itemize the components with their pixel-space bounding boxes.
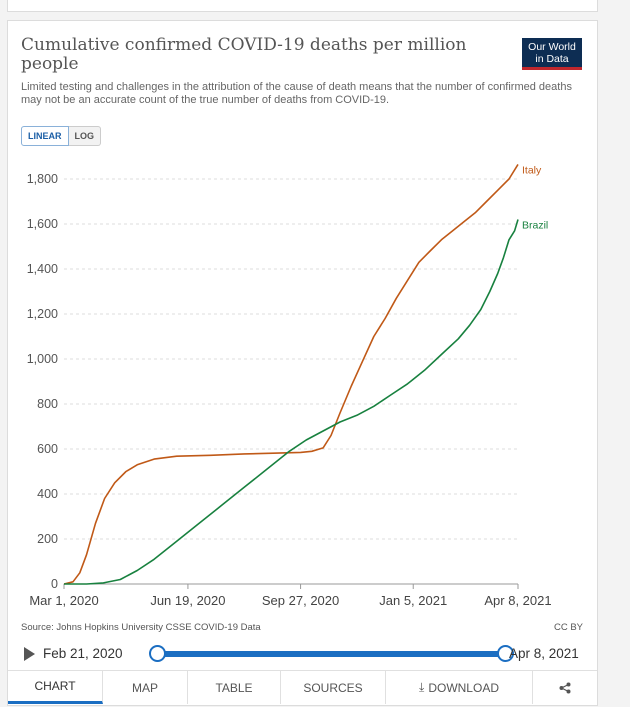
tab-map[interactable]: MAP bbox=[103, 671, 188, 704]
y-tick-label: 1,800 bbox=[27, 172, 58, 186]
download-label: DOWNLOAD bbox=[428, 680, 499, 695]
log-scale-button[interactable]: LOG bbox=[68, 126, 101, 146]
timeline-start-handle[interactable] bbox=[149, 645, 166, 662]
tab-bar: CHART MAP TABLE SOURCES ⤓ DOWNLOAD bbox=[8, 670, 597, 704]
share-button[interactable] bbox=[533, 671, 597, 704]
play-icon[interactable] bbox=[24, 647, 35, 661]
tab-table[interactable]: TABLE bbox=[188, 671, 281, 704]
series-label-brazil: Brazil bbox=[522, 220, 548, 232]
series-line-brazil bbox=[64, 219, 519, 585]
y-tick-label: 1,000 bbox=[27, 352, 58, 366]
timeline-track[interactable] bbox=[156, 651, 504, 657]
series-line-italy bbox=[63, 163, 519, 585]
download-icon: ⤓ bbox=[419, 680, 425, 694]
y-tick-label: 600 bbox=[37, 442, 58, 456]
timeline-end-label: Apr 8, 2021 bbox=[509, 646, 579, 661]
source-note[interactable]: Source: Johns Hopkins University CSSE CO… bbox=[21, 622, 261, 633]
share-icon bbox=[559, 682, 571, 693]
chart-subtitle: Limited testing and challenges in the at… bbox=[21, 81, 572, 106]
chart-card: Cumulative confirmed COVID-19 deaths per… bbox=[7, 20, 598, 706]
scale-toggle: LINEAR LOG bbox=[21, 126, 101, 146]
y-tick-label: 1,400 bbox=[27, 262, 58, 276]
x-tick-label: Sep 27, 2020 bbox=[262, 593, 339, 608]
tab-chart[interactable]: CHART bbox=[8, 671, 103, 704]
previous-card bbox=[7, 0, 598, 12]
series-label-italy: Italy bbox=[522, 164, 542, 176]
owid-logo[interactable]: Our World in Data bbox=[522, 38, 582, 70]
y-tick-label: 400 bbox=[37, 487, 58, 501]
y-tick-label: 0 bbox=[51, 577, 58, 591]
tab-download[interactable]: ⤓ DOWNLOAD bbox=[386, 671, 533, 704]
x-tick-label: Jan 5, 2021 bbox=[379, 593, 447, 608]
tab-sources[interactable]: SOURCES bbox=[281, 671, 386, 704]
timeline-start-label: Feb 21, 2020 bbox=[43, 646, 123, 661]
linear-scale-button[interactable]: LINEAR bbox=[21, 126, 69, 146]
timeline: Feb 21, 2020 Apr 8, 2021 bbox=[21, 642, 586, 666]
line-chart: 0 200 400 600 800 1,000 1,200 1,400 1,600 1,800 Ma… bbox=[27, 163, 552, 608]
x-tick-label: Mar 1, 2020 bbox=[29, 593, 98, 608]
y-tick-label: 1,600 bbox=[27, 217, 58, 231]
logo-line-2: in Data bbox=[535, 53, 569, 65]
x-tick-label: Apr 8, 2021 bbox=[484, 593, 551, 608]
x-tick-label: Jun 19, 2020 bbox=[150, 593, 225, 608]
timeline-end-handle[interactable] bbox=[497, 645, 514, 662]
y-tick-label: 1,200 bbox=[27, 307, 58, 321]
logo-line-1: Our World bbox=[528, 41, 576, 53]
y-tick-label: 200 bbox=[37, 532, 58, 546]
license-link[interactable]: CC BY bbox=[553, 622, 583, 633]
y-tick-label: 800 bbox=[37, 397, 58, 411]
chart-title: Cumulative confirmed COVID-19 deaths per… bbox=[21, 35, 467, 74]
